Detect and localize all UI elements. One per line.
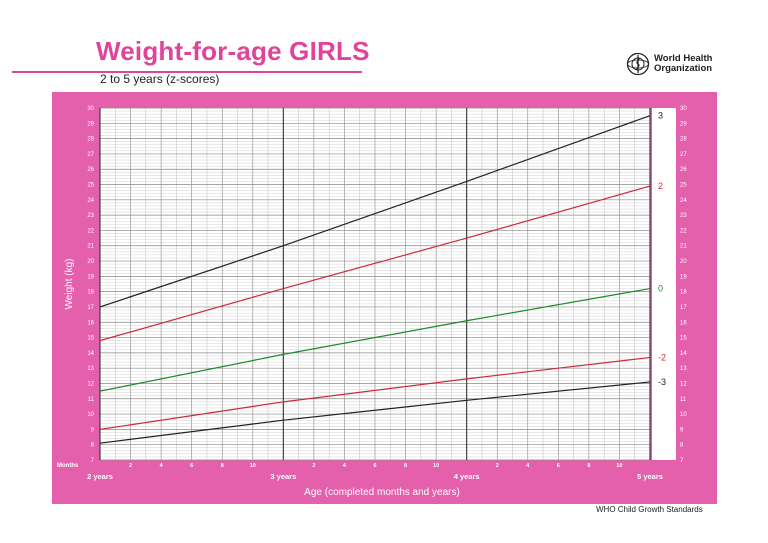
y-tick-label-right: 19 bbox=[680, 274, 687, 280]
y-tick-label-right: 13 bbox=[680, 366, 687, 372]
y-tick-label-right: 9 bbox=[680, 427, 684, 433]
x-tick-label-month: 4 bbox=[526, 463, 530, 469]
who-name: World Health Organization bbox=[654, 54, 712, 74]
who-logo: World Health Organization bbox=[626, 52, 712, 76]
x-unit-label: Months bbox=[57, 463, 79, 469]
series-line bbox=[99, 356, 651, 430]
x-tick-label-year: 3 years bbox=[270, 472, 296, 481]
y-tick-label-right: 21 bbox=[680, 244, 687, 250]
y-tick-label-left: 8 bbox=[91, 443, 95, 449]
y-tick-label-right: 20 bbox=[680, 259, 687, 265]
who-emblem-icon bbox=[626, 52, 650, 76]
y-tick-label-left: 30 bbox=[87, 106, 94, 112]
y-tick-label-right: 25 bbox=[680, 183, 687, 189]
y-tick-label-right: 27 bbox=[680, 152, 687, 158]
x-tick-label-month: 2 bbox=[129, 463, 132, 469]
y-tick-label-left: 23 bbox=[87, 213, 94, 219]
y-tick-label-right: 7 bbox=[680, 458, 684, 464]
x-tick-label-month: 6 bbox=[190, 463, 193, 469]
page-subtitle: 2 to 5 years (z-scores) bbox=[100, 72, 220, 86]
y-tick-label-left: 22 bbox=[87, 228, 94, 234]
series-end-label: -3 bbox=[658, 377, 666, 387]
who-name-line1: World Health bbox=[654, 53, 713, 64]
y-tick-label-left: 17 bbox=[87, 305, 94, 311]
series-labels: 3 2 0 -2 -3 bbox=[658, 111, 666, 387]
x-axis-title: Age (completed months and years) bbox=[304, 487, 460, 498]
y-tick-label-left: 28 bbox=[87, 137, 94, 143]
y-tick-label-left: 10 bbox=[87, 412, 94, 418]
y-tick-label-right: 22 bbox=[680, 228, 687, 234]
grid-minor bbox=[100, 108, 650, 460]
y-tick-label-right: 30 bbox=[680, 106, 687, 112]
y-tick-label-left: 14 bbox=[87, 351, 94, 357]
x-tick-label-month: 8 bbox=[587, 463, 590, 469]
y-tick-label-right: 14 bbox=[680, 351, 687, 357]
y-tick-label-left: 13 bbox=[87, 366, 94, 372]
x-tick-label-month: 2 bbox=[496, 463, 499, 469]
y-tick-label-right: 8 bbox=[680, 443, 684, 449]
title-rule bbox=[12, 71, 362, 73]
y-tick-label-left: 29 bbox=[87, 121, 94, 127]
y-tick-label-left: 21 bbox=[87, 244, 94, 250]
y-axis-title: Weight (kg) bbox=[64, 259, 75, 310]
y-tick-label-left: 15 bbox=[87, 336, 94, 342]
y-tick-label-right: 18 bbox=[680, 290, 687, 296]
y-axis-right: 7 8 9 10 11 12 13 14 15 16 17 18 19 20 21 22 23 24 25 26 27 2… bbox=[680, 106, 687, 464]
chart-frame: 7 8 9 10 11 12 13 14 15 16 17 18 19 20 21 22 23 24 25 26 27 2… bbox=[52, 92, 717, 504]
footer-credit: WHO Child Growth Standards bbox=[596, 505, 703, 514]
x-tick-label-month: 8 bbox=[221, 463, 224, 469]
y-tick-label-left: 11 bbox=[88, 397, 95, 403]
x-tick-label-month: 4 bbox=[343, 463, 347, 469]
who-name-line2: Organization bbox=[654, 63, 713, 74]
y-tick-label-right: 10 bbox=[680, 412, 687, 418]
y-tick-label-right: 11 bbox=[680, 397, 687, 403]
series-end-label: 2 bbox=[658, 181, 663, 191]
y-tick-label-right: 16 bbox=[680, 320, 687, 326]
series-lines bbox=[99, 108, 676, 460]
y-tick-label-right: 12 bbox=[680, 381, 687, 387]
y-tick-label-right: 24 bbox=[680, 198, 687, 204]
x-tick-label-month: 10 bbox=[616, 463, 622, 469]
y-tick-label-right: 17 bbox=[680, 305, 687, 311]
y-tick-label-left: 16 bbox=[87, 320, 94, 326]
series-line bbox=[99, 115, 651, 308]
x-tick-label-year: 5 years bbox=[637, 472, 663, 481]
x-axis: 2 4 6 8 10 2 4 6 8 10 2 4 6 8 10 2 years 3 years 4 years 5… bbox=[87, 463, 663, 481]
y-tick-label-right: 15 bbox=[680, 336, 687, 342]
y-tick-label-left: 12 bbox=[87, 381, 94, 387]
y-tick-label-right: 29 bbox=[680, 121, 687, 127]
y-tick-label-right: 28 bbox=[680, 137, 687, 143]
y-tick-label-right: 23 bbox=[680, 213, 687, 219]
x-tick-label-month: 6 bbox=[373, 463, 376, 469]
x-tick-label-year: 4 years bbox=[454, 472, 480, 481]
y-tick-label-left: 7 bbox=[91, 458, 95, 464]
y-tick-label-right: 26 bbox=[680, 167, 687, 173]
y-tick-label-left: 26 bbox=[87, 167, 94, 173]
series-line bbox=[99, 185, 651, 342]
series-label-strip bbox=[652, 108, 676, 460]
y-axis-left: 7 8 9 10 11 12 13 14 15 16 17 18 19 20 21 22 23 24 25 26 27 2… bbox=[87, 106, 94, 464]
x-tick-label-month: 6 bbox=[557, 463, 560, 469]
y-tick-label-left: 19 bbox=[87, 274, 94, 280]
x-tick-label-month: 4 bbox=[160, 463, 164, 469]
series-line bbox=[99, 381, 651, 444]
y-tick-label-left: 24 bbox=[87, 198, 94, 204]
series-end-label: 0 bbox=[658, 284, 663, 294]
series-end-label: -2 bbox=[658, 352, 666, 362]
x-tick-label-month: 2 bbox=[312, 463, 315, 469]
x-tick-label-month: 10 bbox=[433, 463, 439, 469]
y-tick-label-left: 9 bbox=[91, 427, 95, 433]
x-tick-label-month: 8 bbox=[404, 463, 407, 469]
growth-chart: 7891011121314151617181920212223242526272… bbox=[57, 106, 687, 498]
y-tick-label-left: 20 bbox=[87, 259, 94, 265]
y-tick-label-left: 25 bbox=[87, 183, 94, 189]
y-tick-label-left: 27 bbox=[87, 152, 94, 158]
series-line bbox=[99, 288, 651, 392]
x-tick-label-month: 10 bbox=[250, 463, 256, 469]
x-tick-label-year: 2 years bbox=[87, 472, 113, 481]
y-tick-label-left: 18 bbox=[87, 290, 94, 296]
page-title: Weight-for-age GIRLS bbox=[96, 36, 370, 66]
series-end-label: 3 bbox=[658, 111, 663, 121]
